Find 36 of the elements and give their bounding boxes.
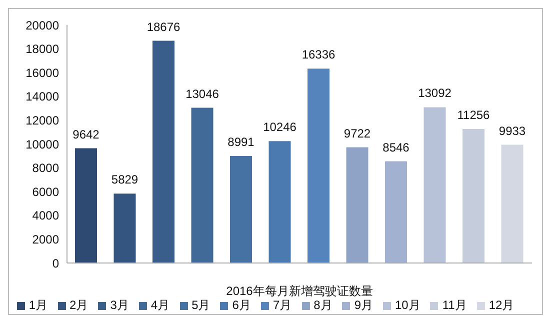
legend-label: 5月 <box>192 298 210 312</box>
y-tick-label: 10000 <box>26 137 60 152</box>
legend-label: 7月 <box>272 298 292 312</box>
legend-label: 8月 <box>314 298 332 312</box>
y-tick-label: 6000 <box>32 184 60 199</box>
data-label: 5829 <box>111 172 138 187</box>
y-tick-label: 2000 <box>32 232 60 246</box>
y-tick-label: 20000 <box>26 18 60 32</box>
x-axis-title: 2016年每月新增驾驶证数量 <box>226 284 373 298</box>
legend-label: 11月 <box>442 298 467 312</box>
y-tick-label: 16000 <box>26 66 60 80</box>
legend-label: 2月 <box>70 298 88 312</box>
legend-label: 10月 <box>395 298 420 312</box>
y-tick-label: 18000 <box>26 42 60 56</box>
legend-label: 9月 <box>354 298 373 312</box>
data-label: 9933 <box>498 124 526 138</box>
data-label: 10246 <box>263 120 297 134</box>
data-label: 18676 <box>146 20 181 34</box>
data-label: 9722 <box>344 126 371 140</box>
legend-label: 6月 <box>232 298 251 312</box>
data-label: 8991 <box>228 135 255 150</box>
y-tick-label: 8000 <box>32 161 60 176</box>
data-label: 13046 <box>186 86 220 101</box>
data-label: 8546 <box>382 140 410 154</box>
legend-label: 3月 <box>110 298 129 312</box>
data-label: 13092 <box>418 86 452 100</box>
y-tick-label: 4000 <box>32 208 60 223</box>
legend-label: 12月 <box>488 298 514 312</box>
y-tick-label: 12000 <box>26 113 60 128</box>
data-label: 16336 <box>302 48 336 62</box>
y-tick-label: 0 <box>52 256 60 270</box>
data-label: 9642 <box>72 127 100 142</box>
legend-label: 4月 <box>150 298 170 312</box>
data-label: 11256 <box>457 108 490 122</box>
y-tick-label: 14000 <box>26 90 60 104</box>
legend-label: 1月 <box>28 298 48 312</box>
